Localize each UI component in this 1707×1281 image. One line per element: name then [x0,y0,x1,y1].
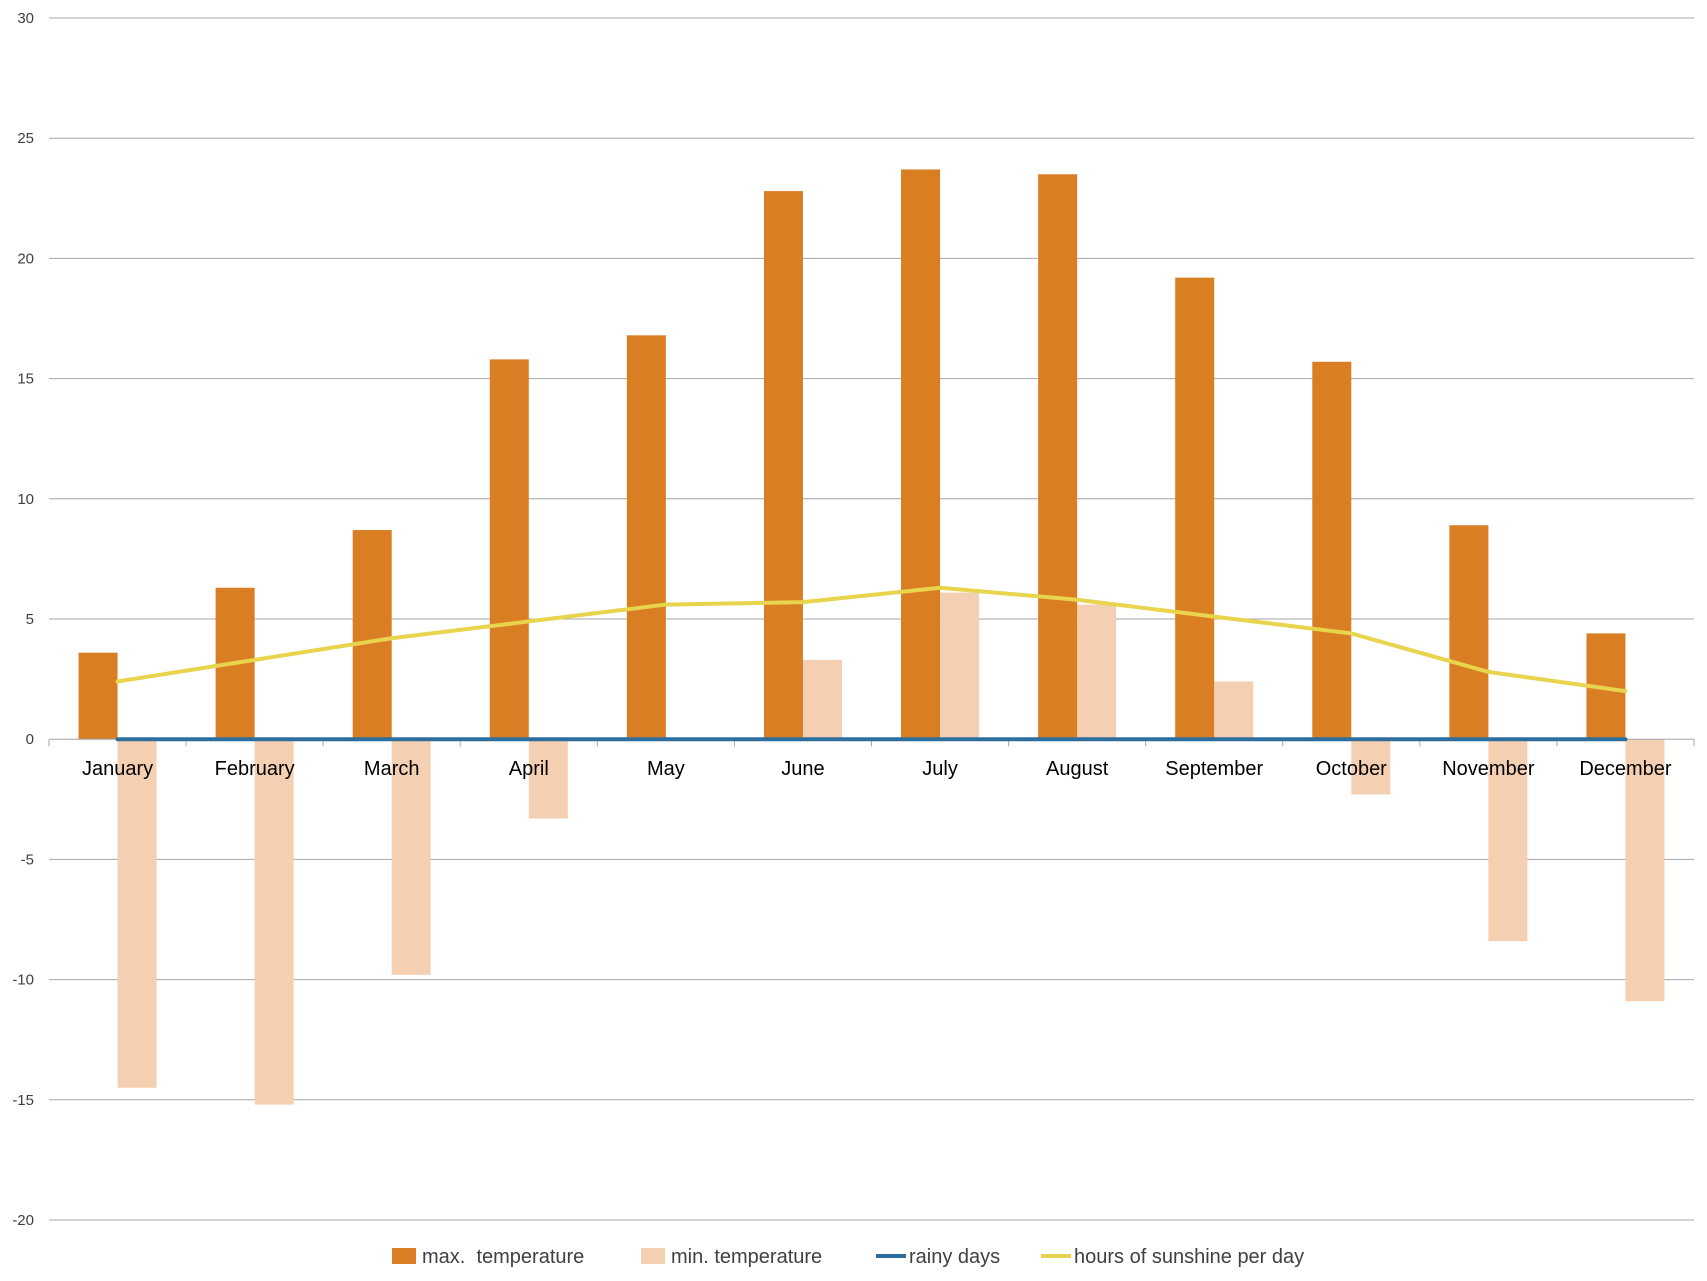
y-tick-label: -5 [21,851,34,868]
x-category-label: May [647,758,685,780]
min-temperature-bar [1625,739,1665,1002]
max-temperature-bars [78,169,1626,740]
y-tick-label: -15 [12,1092,34,1109]
x-category-label: January [82,758,153,780]
x-category-label: October [1316,758,1387,780]
x-axis-category-labels: January February March April May June July Augu… [82,758,1672,780]
x-category-label: September [1165,758,1263,780]
min-temperature-bar [117,739,157,1088]
line-series [115,585,1628,742]
min-temperature-bar [391,739,431,975]
min-temperature-bar [1351,739,1391,795]
y-tick-label: 0 [26,731,34,748]
sunshine-hours-line [115,585,1628,694]
x-category-label: April [509,758,549,780]
min-temperature-bar [1488,739,1528,942]
gridlines [49,17,1694,1221]
y-tick-label: -20 [12,1212,34,1229]
max-temperature-bar [1449,525,1489,740]
min-temperature-bar [940,592,980,740]
y-tick-label: -10 [12,972,34,989]
max-temperature-bar [1175,277,1215,740]
x-category-label: August [1046,758,1109,780]
min-temperature-bar [802,659,842,740]
min-temperature-bars [117,592,1665,1105]
max-temperature-bar [352,530,392,740]
legend: max. temperature min. temperature rainy da… [392,1246,1304,1268]
y-axis-tick-labels: 30 25 20 15 10 5 0 -5 -10 -15 -20 [12,10,34,1229]
max-temperature-bar [489,359,529,740]
legend-item-rainy-days-label: rainy days [909,1246,1000,1268]
max-temperature-bar [626,335,666,740]
max-temperature-bar [901,169,941,740]
y-tick-label: 30 [17,10,34,27]
y-tick-label: 10 [17,491,34,508]
max-temperature-bar [78,652,118,740]
legend-item-min-temperature-label: min. temperature [671,1246,822,1268]
x-category-label: November [1442,758,1535,780]
max-temperature-bar [1312,361,1352,740]
x-category-label: February [215,758,295,780]
x-category-label: December [1579,758,1672,780]
max-temperature-bar [763,191,803,740]
min-temperature-bar [1077,604,1117,740]
legend-item-min-temperature-swatch [641,1248,665,1264]
min-temperature-bar [1214,681,1254,740]
x-category-label: June [781,758,824,780]
legend-item-sunshine-label: hours of sunshine per day [1074,1246,1304,1268]
y-tick-label: 5 [26,611,34,628]
min-temperature-bar [254,739,294,1105]
max-temperature-bar [1038,174,1078,740]
x-category-label: March [364,758,420,780]
legend-item-max-temperature-swatch [392,1248,416,1264]
y-tick-label: 20 [17,250,34,267]
min-temperature-bar [528,739,568,819]
y-tick-label: 25 [17,130,34,147]
x-category-label: July [922,758,958,780]
legend-item-max-temperature-label: max. temperature [422,1246,584,1268]
y-tick-label: 15 [17,371,34,388]
